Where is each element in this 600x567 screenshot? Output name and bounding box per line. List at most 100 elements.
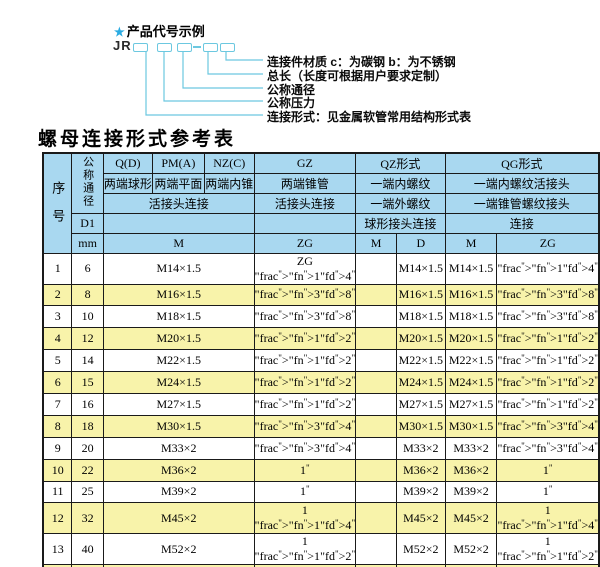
cell-dn-mm: 12 <box>71 327 104 351</box>
cell-m: M33×2 <box>102 436 255 460</box>
table-row: 9 20 M33×2 "frac">"fn">3"fd">4" M33×2 M33×2 "f… <box>42 436 600 460</box>
code-box-1 <box>133 43 148 52</box>
cell-qg-zg: "frac">"fn">3"fd">4" <box>496 436 600 460</box>
cell-qz-d: M18×1.5 <box>396 305 446 329</box>
table-row: 8 18 M30×1.5 "frac">"fn">3"fd">4" M30×1.5 M30… <box>42 414 600 438</box>
header-qz-desc1: 一端内螺纹 <box>355 172 446 194</box>
table-row: 6 15 M24×1.5 "frac">"fn">1"fd">2" M24×1.5 M24… <box>42 371 600 394</box>
cell-qg-m: M16×1.5 <box>444 283 498 307</box>
code-dash <box>193 46 201 48</box>
table-row: 10 22 M36×2 1" M36×2 M36×2 1" <box>42 458 600 482</box>
cell-dn-mm: 50 <box>71 564 104 567</box>
cell-qg-zg: "frac">"fn">1"fd">2" <box>496 371 600 394</box>
cell-m: M24×1.5 <box>102 371 255 394</box>
code-box-3 <box>177 43 192 52</box>
header-qg-join: 连接 <box>444 212 600 234</box>
cell-dn-mm: 20 <box>71 436 104 460</box>
cell-qg-m: M24×1.5 <box>444 371 498 394</box>
cell-m: M52×2 <box>102 533 255 566</box>
cell-qg-m: M36×2 <box>444 458 498 482</box>
cell-qz-m <box>355 392 398 416</box>
cell-gz-zg: "frac">"fn">1"fd">2" <box>253 392 357 416</box>
cell-m: M18×1.5 <box>102 305 255 329</box>
header-gz-connection: 活接头连接 <box>253 192 357 214</box>
cell-qg-zg: 1 "frac">"fn">1"fd">4" <box>496 502 600 535</box>
header-blank-2 <box>253 212 357 234</box>
cell-qz-m <box>355 349 398 373</box>
header-qg-desc1: 一端内螺纹活接头 <box>444 172 600 194</box>
cell-seq: 13 <box>42 533 73 566</box>
cell-qz-d: M24×1.5 <box>396 371 446 394</box>
cell-qz-d: M20×1.5 <box>396 327 446 351</box>
cell-dn-mm: 8 <box>71 283 104 307</box>
cell-gz-zg: ZG "frac">"fn">1"fd">4" <box>253 252 357 285</box>
cell-qg-m: M45×2 <box>444 502 498 535</box>
header-q-desc: 两端球形 <box>102 172 153 194</box>
header-nominal-diameter: 公称通径 <box>71 152 104 214</box>
cell-dn-mm: 18 <box>71 414 104 438</box>
cell-qg-m: M27×1.5 <box>444 392 498 416</box>
cell-qg-m: M22×1.5 <box>444 349 498 373</box>
header-mm: mm <box>71 232 104 254</box>
cell-seq: 2 <box>42 283 73 307</box>
label-total-length: 总长（长度可根据用户要求定制） <box>267 69 448 83</box>
star-icon: ★ <box>114 25 125 39</box>
cell-m: M45×2 <box>102 502 255 535</box>
cell-qz-m <box>355 327 398 351</box>
cell-qg-zg: 1 "frac">"fn">1"fd">2" <box>496 533 600 566</box>
table-body: 1 6 M14×1.5 ZG "frac">"fn">1"fd">4" M14×1.5 M… <box>42 252 600 567</box>
table-row: 1 6 M14×1.5 ZG "frac">"fn">1"fd">4" M14×1.5 M… <box>42 252 600 285</box>
cell-qg-m: M33×2 <box>444 436 498 460</box>
cell-qz-m <box>355 458 398 482</box>
table-row: 3 10 M18×1.5 "frac">"fn">3"fd">8" M18×1.5 M18… <box>42 305 600 329</box>
cell-qz-d: M14×1.5 <box>396 252 446 285</box>
cell-dn-mm: 14 <box>71 349 104 373</box>
connector-lines <box>145 51 263 116</box>
cell-dn-mm: 16 <box>71 392 104 416</box>
header-zg: ZG <box>253 232 357 254</box>
cell-dn-mm: 6 <box>71 252 104 285</box>
cell-qg-zg: 1" <box>496 458 600 482</box>
header-blank-1 <box>102 212 255 234</box>
cell-qg-zg: 1" <box>496 480 600 504</box>
cell-seq: 1 <box>42 252 73 285</box>
cell-gz-zg: "frac">"fn">3"fd">4" <box>253 436 357 460</box>
cell-gz-zg: "frac">"fn">3"fd">8" <box>253 283 357 307</box>
code-box-4 <box>203 43 218 52</box>
header-union-connection: 活接头连接 <box>102 192 255 214</box>
cell-dn-mm: 25 <box>71 480 104 504</box>
header-pm: PM(A) <box>151 152 205 174</box>
header-qz-join: 球形接头连接 <box>355 212 446 234</box>
cell-m: M39×2 <box>102 480 255 504</box>
header-m: M <box>102 232 255 254</box>
table-title: 螺母连接形式参考表 <box>38 129 237 150</box>
cell-gz-zg: 1 "frac">"fn">1"fd">2" <box>253 533 357 566</box>
table-row: 11 25 M39×2 1" M39×2 M39×2 1" <box>42 480 600 504</box>
header-nz-desc: 两端内锥 <box>203 172 255 194</box>
table-row: 13 40 M52×2 1 "frac">"fn">1"fd">2" M52×2 M52×… <box>42 533 600 566</box>
label-material: 连接件材质 c：为碳钢 b：为不锈钢 <box>267 55 456 69</box>
cell-qg-zg: "frac">"fn">3"fd">4" <box>496 414 600 438</box>
cell-qz-m <box>355 436 398 460</box>
header-nz: NZ(C) <box>203 152 255 174</box>
label-nominal-pressure: 公称压力 <box>267 96 316 110</box>
label-connection-form: 连接形式：见金属软管常用结构形式表 <box>267 110 472 124</box>
cell-qz-m <box>355 414 398 438</box>
cell-qz-d: M33×2 <box>396 436 446 460</box>
cell-m: M20×1.5 <box>102 327 255 351</box>
cell-m: M27×1.5 <box>102 392 255 416</box>
cell-qg-zg: "frac">"fn">1"fd">2" <box>496 349 600 373</box>
cell-gz-zg: "frac">"fn">1"fd">2" <box>253 327 357 351</box>
header-qz-m: M <box>355 232 398 254</box>
cell-m: M16×1.5 <box>102 283 255 307</box>
cell-seq: 10 <box>42 458 73 482</box>
cell-dn-mm: 22 <box>71 458 104 482</box>
cell-m: M30×1.5 <box>102 414 255 438</box>
cell-qz-m <box>355 305 398 329</box>
header-qg-m: M <box>444 232 498 254</box>
cell-seq: 12 <box>42 502 73 535</box>
cell-qz-m <box>355 564 398 567</box>
cell-qz-d: M45×2 <box>396 502 446 535</box>
header-q: Q(D) <box>102 152 153 174</box>
